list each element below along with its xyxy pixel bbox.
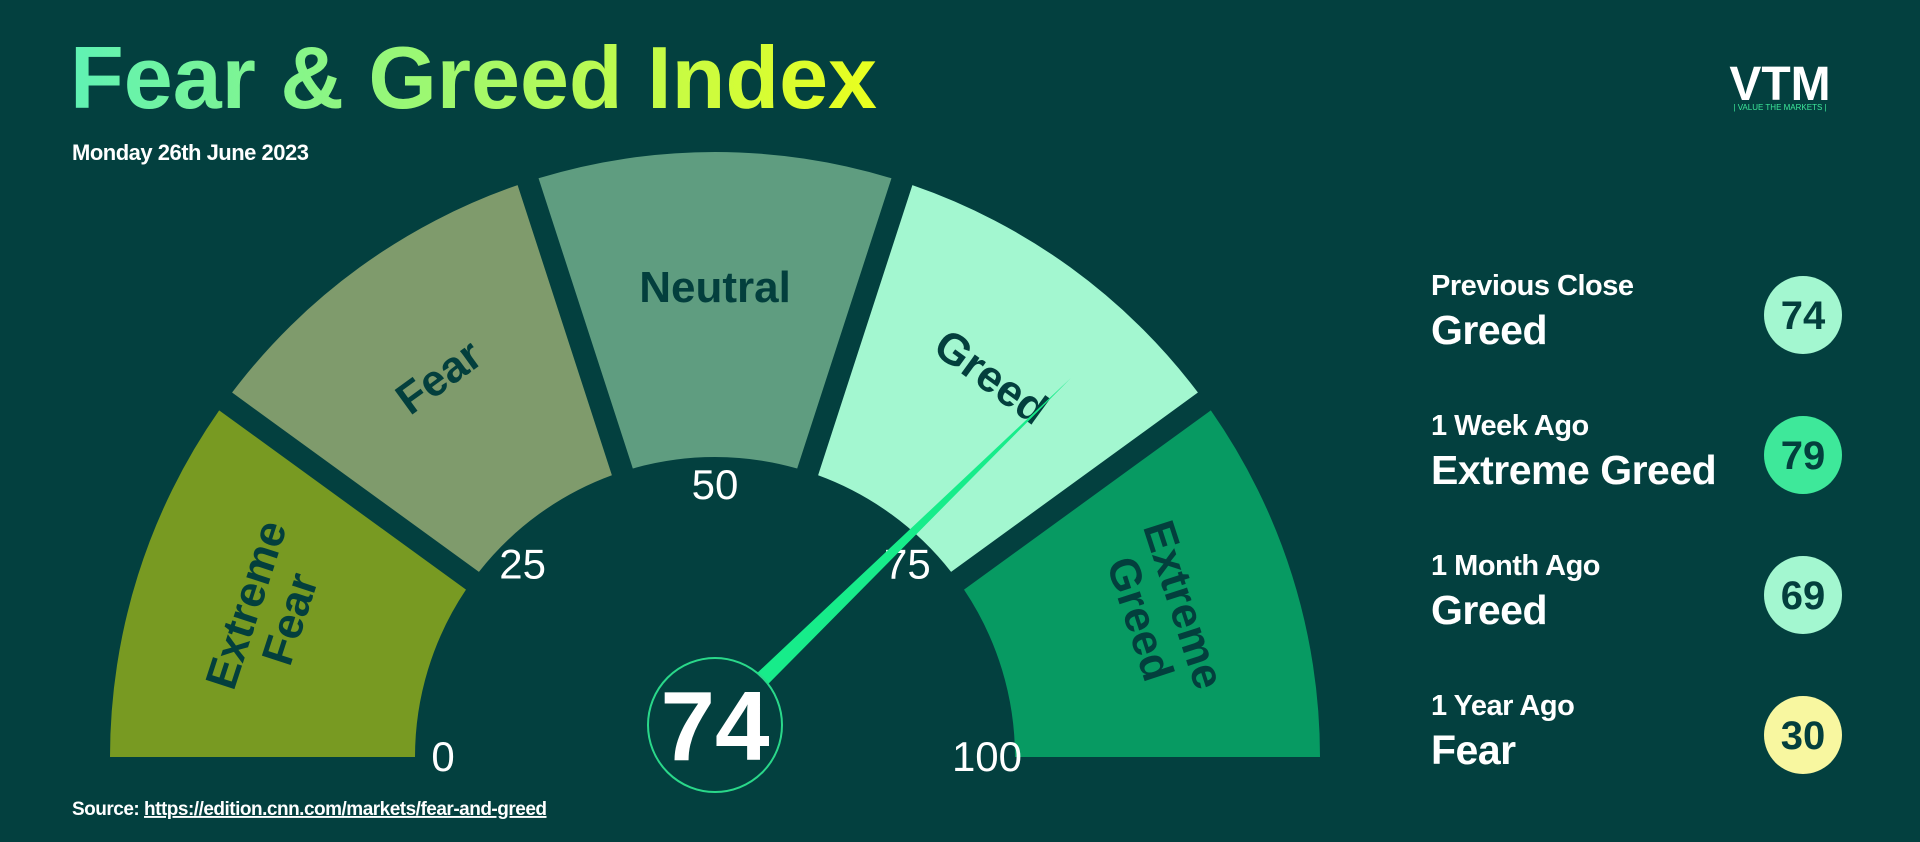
logo: VTM bbox=[1729, 58, 1830, 111]
gauge-segment bbox=[818, 185, 1198, 572]
gauge-segment bbox=[538, 152, 892, 469]
value-circle bbox=[647, 657, 783, 793]
history-value: 30 bbox=[1781, 714, 1826, 758]
tick-label: 100 bbox=[952, 733, 1022, 780]
gauge-segment bbox=[110, 410, 466, 757]
history: Previous Close Greed 74 1 Week Ago Extreme G… bbox=[1431, 270, 1842, 774]
history-period: 1 Week Ago bbox=[1431, 410, 1589, 442]
history-period: 1 Month Ago bbox=[1431, 550, 1600, 582]
tick-label: 50 bbox=[692, 461, 739, 508]
source: Source: https://edition.cnn.com/markets/… bbox=[72, 799, 547, 820]
history-badge bbox=[1764, 556, 1842, 634]
history-period: Previous Close bbox=[1431, 270, 1634, 302]
history-rating: Greed bbox=[1431, 587, 1547, 633]
tick-label: 25 bbox=[499, 541, 546, 588]
history-period: 1 Year Ago bbox=[1431, 690, 1574, 722]
source-label: Source: bbox=[72, 799, 139, 820]
logo-tagline: | VALUE THE MARKETS | bbox=[1733, 103, 1826, 112]
segment-label-line: Neutral bbox=[639, 263, 791, 312]
history-badge bbox=[1764, 696, 1842, 774]
history-value: 74 bbox=[1781, 294, 1826, 338]
title: Fear & Greed Index bbox=[70, 28, 877, 127]
source-url[interactable]: https://edition.cnn.com/markets/fear-and… bbox=[144, 799, 547, 820]
date: Monday 26th June 2023 bbox=[72, 140, 309, 165]
history-rating: Fear bbox=[1431, 727, 1516, 773]
history-badge bbox=[1764, 276, 1842, 354]
history-value: 79 bbox=[1781, 434, 1826, 478]
gauge: ExtremeFearFearNeutralGreedExtremeGreed0… bbox=[110, 152, 1320, 793]
gauge-segment bbox=[232, 185, 612, 572]
history-value: 69 bbox=[1781, 574, 1826, 618]
value-label: 74 bbox=[660, 671, 769, 781]
history-rating: Extreme Greed bbox=[1431, 447, 1716, 493]
segment-label: Neutral bbox=[639, 263, 791, 312]
needle bbox=[708, 377, 1071, 732]
history-rating: Greed bbox=[1431, 307, 1547, 353]
gauge-segment bbox=[964, 410, 1320, 757]
tick-label: 0 bbox=[431, 733, 454, 780]
history-badge bbox=[1764, 416, 1842, 494]
